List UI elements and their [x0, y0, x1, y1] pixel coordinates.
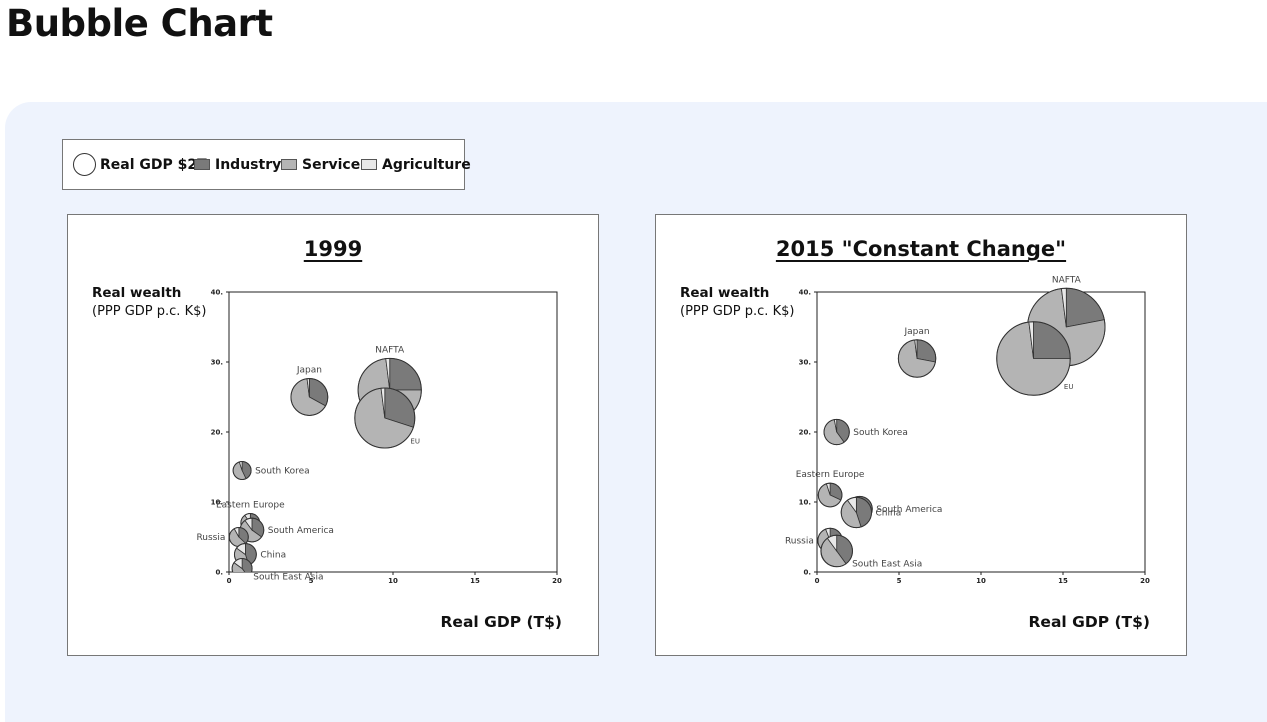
x-axis-label: Real GDP (T$) [440, 613, 563, 631]
legend-swatch-industry [194, 159, 210, 170]
chart-title: 1999 [303, 237, 363, 261]
x-tick-label: 0 [815, 577, 820, 585]
bubble-eu [354, 387, 416, 449]
legend-size-label: Real GDP $2T [100, 156, 207, 173]
chart-card-2015: 2015 "Constant Change" Real wealth (PPP … [655, 214, 1187, 656]
legend: Real GDP $2T Industry Service Agricultur… [62, 139, 471, 190]
bubble-outline [820, 534, 853, 568]
bubble-label: Japan [903, 327, 929, 337]
bubble-label: South Korea [255, 467, 310, 477]
bubble-outline [840, 496, 873, 529]
x-tick-label: 15 [470, 577, 480, 585]
legend-label-agriculture: Agriculture [382, 156, 471, 173]
x-tick-label: 15 [1058, 577, 1068, 585]
legend-item-size: Real GDP $2T [73, 140, 207, 189]
legend-swatch-agriculture [361, 159, 377, 170]
y-tick-label: 30. [211, 359, 223, 367]
bubble-label: Russia [196, 533, 225, 543]
bubble-south-korea [823, 418, 850, 446]
x-tick-label: 20 [552, 577, 562, 585]
bubble-label: Russia [785, 537, 814, 547]
bubble-japan [897, 339, 937, 378]
y-tick-label: 10. [211, 499, 223, 507]
bubble-label: EU [410, 438, 420, 446]
bubble-label: China [260, 551, 286, 561]
y-tick-label: 20. [799, 429, 811, 437]
x-tick-label: 5 [309, 577, 314, 585]
x-tick-label: 10 [388, 577, 398, 585]
y-tick-label: 20. [211, 429, 223, 437]
bubble-label: China [876, 509, 902, 519]
x-tick-label: 0 [227, 577, 232, 585]
bubble-eastern-europe [817, 482, 843, 508]
bubble-south-korea [232, 461, 252, 480]
y-tick-label: 30. [799, 359, 811, 367]
y-tick-label: 40. [799, 289, 811, 297]
bubble-eu [996, 321, 1071, 396]
legend-swatch-service [281, 159, 297, 170]
bubble-label: NAFTA [1052, 275, 1082, 285]
y-axis-title: Real wealth [680, 285, 770, 301]
y-tick-label: 0. [803, 569, 811, 577]
bubble-south-east-asia [820, 534, 853, 568]
x-tick-label: 20 [1140, 577, 1150, 585]
bubble-china [840, 496, 873, 529]
bubble-label: South East Asia [253, 573, 323, 583]
bubble-outline [897, 339, 937, 378]
bubble-label: Eastern Europe [796, 470, 865, 480]
x-tick-label: 10 [976, 577, 986, 585]
bubble-outline [231, 558, 253, 572]
chart-card-1999: 1999 Real wealth (PPP GDP p.c. K$) Real … [67, 214, 599, 656]
page-title: Bubble Chart [6, 2, 273, 45]
bubble-south-east-asia [231, 558, 253, 572]
bubble-plot-2015: 0 5 10 15 20 0. 10. 20. 30. 40. NAFTA EU Japan South … [785, 275, 1150, 585]
bubble-label: South America [876, 505, 942, 515]
x-tick-label: 5 [897, 577, 902, 585]
legend-circle-icon [73, 153, 96, 176]
y-tick-label: 0. [215, 569, 223, 577]
bubble-outline [354, 387, 416, 449]
bubble-label: South America [268, 526, 334, 536]
bubble-outline [290, 378, 329, 416]
y-axis-title: Real wealth [92, 285, 182, 301]
bubble-label: South Korea [853, 428, 908, 438]
bubbles [817, 287, 1106, 568]
bubble-outline [823, 418, 850, 446]
bubble-label: NAFTA [375, 345, 405, 355]
legend-label-industry: Industry [215, 156, 282, 173]
y-axis-label: Real wealth (PPP GDP p.c. K$) [92, 284, 206, 321]
legend-item-agriculture: Agriculture [361, 140, 471, 189]
bubble-outline [232, 461, 252, 480]
bubble-outline [817, 482, 843, 508]
bubble-label: Eastern Europe [216, 501, 285, 511]
legend-label-service: Service [302, 156, 361, 173]
legend-item-industry: Industry [194, 140, 281, 189]
bubble-japan [290, 378, 329, 416]
bubbles [228, 357, 422, 572]
y-tick-label: 10. [799, 499, 811, 507]
chart-title: 2015 "Constant Change" [775, 237, 1067, 261]
bubble-plot-1999: 0 5 10 15 20 0. 10. 20. 30. 40. NAFTA EU Japan South … [196, 289, 562, 586]
y-tick-label: 40. [211, 289, 223, 297]
bubble-label: EU [1064, 383, 1074, 391]
y-axis-subtitle: (PPP GDP p.c. K$) [680, 304, 795, 319]
x-axis-label: Real GDP (T$) [1028, 613, 1151, 631]
bubble-label: Japan [296, 366, 322, 376]
legend-item-service: Service [281, 140, 360, 189]
bubble-outline [996, 321, 1071, 396]
bubble-label: South East Asia [852, 559, 922, 569]
y-axis-label: Real wealth (PPP GDP p.c. K$) [680, 284, 794, 321]
y-axis-subtitle: (PPP GDP p.c. K$) [92, 304, 207, 319]
bubble-china [233, 543, 257, 566]
